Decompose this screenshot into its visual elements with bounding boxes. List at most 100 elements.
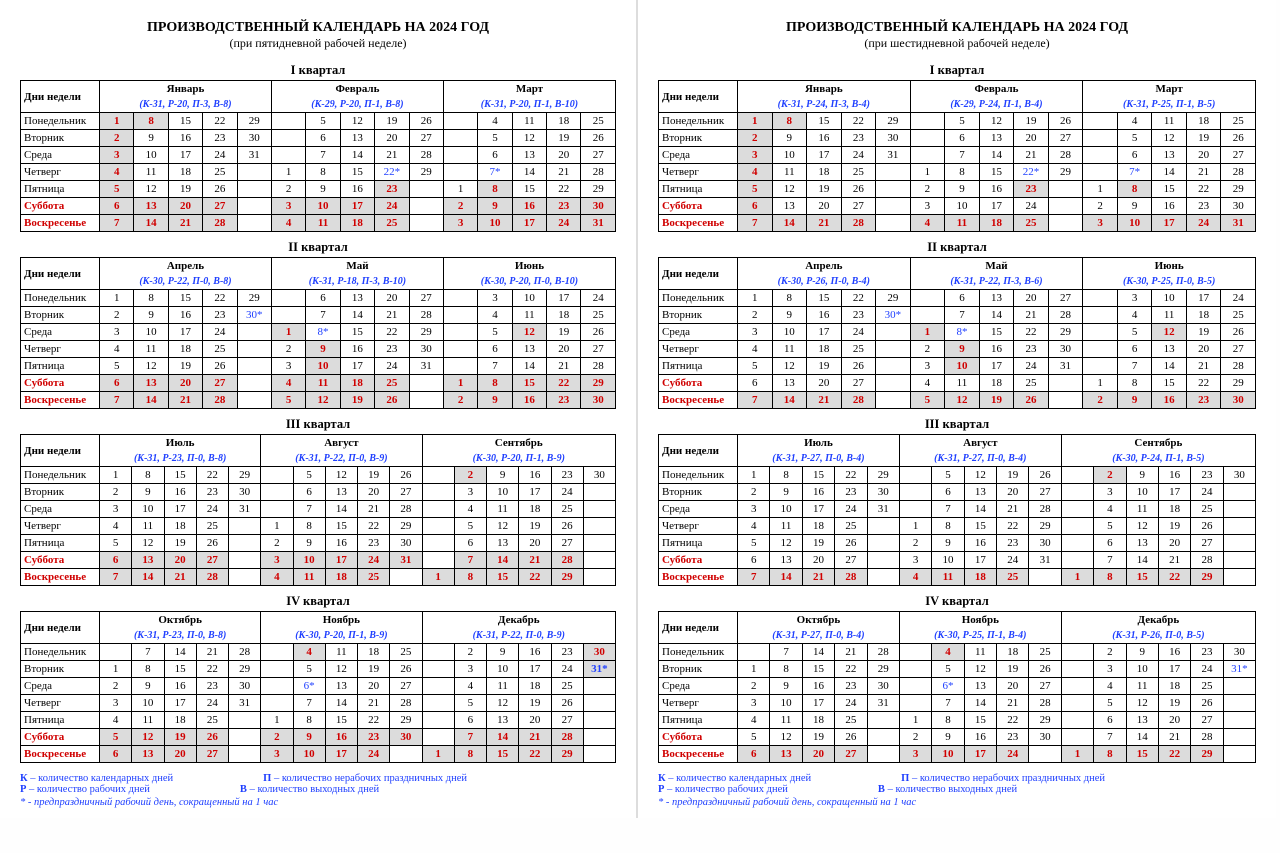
day-cell bbox=[422, 712, 454, 729]
day-cell: 8 bbox=[454, 746, 486, 763]
day-cell bbox=[237, 181, 271, 198]
day-cell: 4 bbox=[478, 307, 512, 324]
day-cell: 12 bbox=[772, 358, 807, 375]
day-cell: 30 bbox=[390, 729, 422, 746]
day-cell: 3 bbox=[910, 198, 945, 215]
day-cell: 24 bbox=[997, 552, 1029, 569]
day-cell: 22 bbox=[841, 290, 876, 307]
day-cell bbox=[910, 113, 945, 130]
day-cell: 26 bbox=[1221, 130, 1256, 147]
day-cell: 12 bbox=[979, 113, 1014, 130]
month-stats: (К-31, Р-24, П-3, В-4) bbox=[738, 96, 911, 113]
day-cell: 20 bbox=[547, 341, 581, 358]
day-cell: 15 bbox=[164, 467, 196, 484]
day-cell: 18 bbox=[807, 341, 842, 358]
day-cell bbox=[237, 324, 271, 341]
day-cell: 9 bbox=[478, 392, 512, 409]
day-cell: 31 bbox=[1029, 552, 1061, 569]
day-cell: 31 bbox=[409, 358, 443, 375]
quarter-title: IV квартал bbox=[20, 594, 616, 609]
day-cell: 24 bbox=[841, 147, 876, 164]
weekday-label: Понедельник bbox=[21, 113, 100, 130]
month-stats: (К-30, Р-20, П-0, В-10) bbox=[443, 273, 615, 290]
day-cell: 11 bbox=[487, 678, 519, 695]
day-cell: 7 bbox=[454, 552, 486, 569]
day-cell: 28 bbox=[1221, 358, 1256, 375]
weekday-label: Суббота bbox=[659, 729, 738, 746]
month-stats: (К-31, Р-20, П-3, В-8) bbox=[100, 96, 272, 113]
day-cell: 8 bbox=[132, 661, 164, 678]
day-cell: 20 bbox=[375, 130, 409, 147]
day-cell: 21 bbox=[1014, 147, 1049, 164]
day-cell: 23 bbox=[203, 307, 237, 324]
day-cell: 14 bbox=[340, 307, 374, 324]
day-cell: 2 bbox=[899, 729, 931, 746]
day-cell: 17 bbox=[325, 746, 357, 763]
day-cell: 21 bbox=[519, 729, 551, 746]
day-cell: 26 bbox=[375, 392, 409, 409]
day-cell: 19 bbox=[1158, 518, 1190, 535]
day-cell bbox=[1223, 712, 1255, 729]
day-cell bbox=[867, 746, 899, 763]
day-cell: 2 bbox=[261, 535, 293, 552]
page-subtitle: (при шестидневной рабочей неделе) bbox=[658, 36, 1256, 51]
day-cell: 27 bbox=[390, 484, 422, 501]
day-cell bbox=[1083, 307, 1118, 324]
day-cell: 25 bbox=[835, 518, 867, 535]
day-cell: 1 bbox=[100, 290, 134, 307]
day-cell: 14 bbox=[134, 215, 168, 232]
day-cell: 17 bbox=[164, 695, 196, 712]
day-cell: 29 bbox=[229, 661, 261, 678]
day-cell: 18 bbox=[979, 375, 1014, 392]
day-cell: 3 bbox=[100, 324, 134, 341]
day-cell: 8 bbox=[945, 164, 980, 181]
day-cell: 22 bbox=[997, 712, 1029, 729]
day-cell bbox=[1061, 661, 1093, 678]
day-cell: 2 bbox=[899, 535, 931, 552]
day-cell: 27 bbox=[835, 552, 867, 569]
day-cell: 10 bbox=[293, 746, 325, 763]
day-cell: 6 bbox=[478, 341, 512, 358]
day-cell: 25 bbox=[196, 518, 228, 535]
day-cell bbox=[1223, 678, 1255, 695]
day-cell: 10 bbox=[132, 501, 164, 518]
day-cell: 13 bbox=[325, 484, 357, 501]
day-cell: 19 bbox=[168, 358, 202, 375]
day-cell: 8 bbox=[478, 181, 512, 198]
day-cell: 8 bbox=[1094, 746, 1126, 763]
day-cell: 18 bbox=[1158, 678, 1190, 695]
day-cell: 2 bbox=[738, 678, 770, 695]
day-cell: 18 bbox=[519, 501, 551, 518]
weekday-label: Понедельник bbox=[21, 467, 100, 484]
day-cell bbox=[899, 644, 931, 661]
day-cell: 9 bbox=[945, 341, 980, 358]
calendar-page: ПРОИЗВОДСТВЕННЫЙ КАЛЕНДАРЬ НА 2024 ГОД(п… bbox=[0, 0, 638, 818]
day-cell: 23 bbox=[196, 678, 228, 695]
day-cell: 2 bbox=[100, 307, 134, 324]
day-cell: 16 bbox=[802, 678, 834, 695]
day-cell: 10 bbox=[945, 358, 980, 375]
day-cell: 17 bbox=[964, 746, 996, 763]
day-cell: 12 bbox=[306, 392, 340, 409]
day-cell: 6* bbox=[932, 678, 964, 695]
day-cell: 6 bbox=[1117, 341, 1152, 358]
day-cell: 11 bbox=[770, 712, 802, 729]
day-cell: 2 bbox=[100, 484, 132, 501]
day-cell: 3 bbox=[271, 198, 305, 215]
day-cell: 15 bbox=[512, 181, 546, 198]
day-cell: 7 bbox=[738, 215, 773, 232]
day-cell: 23 bbox=[358, 535, 390, 552]
day-cell: 10 bbox=[132, 695, 164, 712]
day-cell: 7 bbox=[100, 215, 134, 232]
day-cell bbox=[271, 147, 305, 164]
day-cell: 21 bbox=[547, 358, 581, 375]
day-cell: 28 bbox=[1029, 501, 1061, 518]
day-cell: 13 bbox=[979, 130, 1014, 147]
day-cell: 30 bbox=[876, 130, 911, 147]
day-cell bbox=[443, 324, 477, 341]
day-cell: 23 bbox=[997, 729, 1029, 746]
day-cell: 31 bbox=[1221, 215, 1256, 232]
day-cell: 3 bbox=[899, 746, 931, 763]
day-cell: 15 bbox=[487, 569, 519, 586]
weekday-label: Вторник bbox=[21, 307, 100, 324]
